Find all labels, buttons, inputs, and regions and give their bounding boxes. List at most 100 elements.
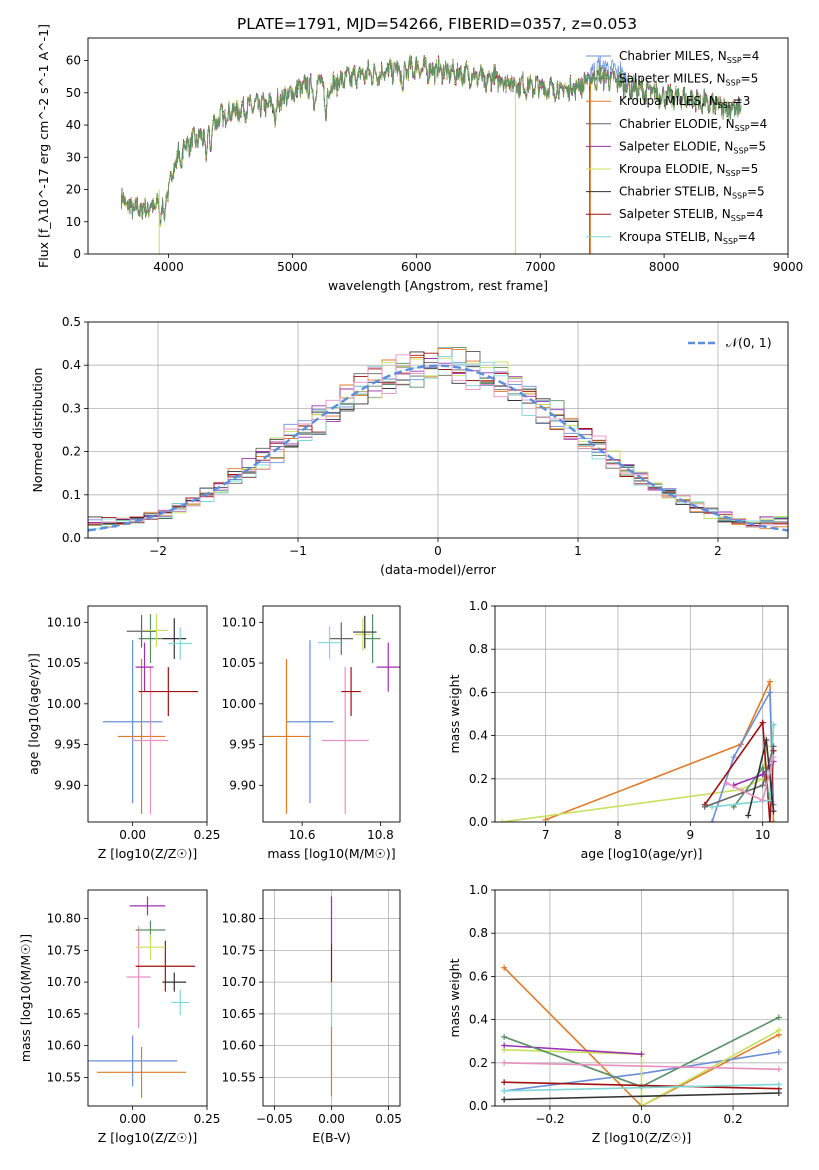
error-cross: [321, 667, 369, 814]
error-cross: [329, 622, 354, 655]
weight-marker: [745, 812, 752, 819]
x-axis-label: wavelength [Angstrom, rest frame]: [328, 278, 548, 293]
x-tick-label: 0.25: [194, 1112, 221, 1126]
x-tick-label: 10.8: [367, 828, 394, 842]
y-tick-label: 20: [66, 183, 81, 197]
y-tick-label: 9.90: [54, 778, 81, 792]
y-tick-label: 1.0: [469, 599, 488, 613]
axes-frame: [262, 605, 401, 823]
plot-area: [495, 606, 788, 822]
error-cross: [376, 642, 400, 692]
mass-vs-metallicity-panel: 0.00 0.25 10.55 10.60 10.65 10.70 10.75 10.80 Z …: [18, 889, 221, 1145]
y-tick-label: 0.8: [469, 926, 488, 940]
weight-marker: [775, 1014, 782, 1021]
x-tick-label: 0.00: [119, 828, 146, 842]
y-tick-label: 0.8: [469, 642, 488, 656]
weight-marker: [759, 765, 766, 771]
y-tick-label: 10.75: [47, 943, 81, 957]
y-tick-label: 9.90: [229, 778, 256, 792]
error-cross: [88, 1035, 178, 1087]
error-cross: [135, 940, 196, 992]
axes-frame: [87, 605, 208, 823]
weight-marker: [770, 819, 777, 822]
error-cross: [96, 1046, 187, 1098]
x-tick-label: 0.05: [375, 1112, 402, 1126]
weight-marker: [770, 743, 777, 750]
y-axis-label: mass weight: [447, 674, 462, 753]
x-axis-label: age [log10(age/yr)]: [581, 846, 703, 861]
weight-marker: [701, 803, 708, 810]
y-tick-label: 30: [66, 150, 81, 164]
y-tick-label: 60: [66, 54, 81, 68]
weight-line: [504, 1081, 779, 1090]
x-tick-label: 2: [714, 544, 722, 558]
x-tick-label: 8: [614, 828, 622, 842]
error-cross: [354, 618, 371, 651]
weight-line: [504, 1044, 642, 1055]
y-tick-label: 0.6: [469, 969, 488, 983]
weight-marker: [770, 721, 777, 728]
y-tick-label: 10.60: [222, 1039, 256, 1053]
x-axis-label: (data-model)/error: [380, 562, 497, 577]
weight-marker: [775, 1081, 782, 1088]
y-tick-label: 10.00: [47, 697, 81, 711]
weight-marker: [723, 780, 730, 787]
error-cross: [138, 614, 163, 664]
x-tick-label: 7: [542, 828, 550, 842]
y-axis-label: age [log10(age/yr)]: [26, 653, 41, 775]
error-cross: [353, 615, 377, 649]
x-tick-label: −2: [149, 544, 167, 558]
y-axis-label: mass weight: [447, 958, 462, 1037]
weight-marker: [766, 819, 773, 822]
weight-line: [502, 746, 768, 822]
y-tick-label: 0.2: [469, 772, 488, 786]
y-tick-label: 0.3: [62, 401, 81, 415]
y-tick-label: 9.95: [229, 738, 256, 752]
weight-marker: [709, 819, 716, 822]
error-cross: [263, 658, 310, 814]
error-cross: [317, 626, 342, 659]
normal-curve: [88, 364, 788, 532]
weight-line: [504, 1062, 779, 1071]
y-tick-label: 9.95: [54, 738, 81, 752]
y-tick-label: 0.6: [469, 685, 488, 699]
legend-entry: Kroupa ELODIE, NSSP=5: [619, 162, 758, 178]
legend-entry: Salpeter STELIB, NSSP=4: [619, 207, 763, 223]
weight-marker: [759, 797, 766, 804]
figure-title: PLATE=1791, MJD=54266, FIBERID=0357, z=0…: [237, 15, 637, 33]
x-tick-label: 10.6: [289, 828, 316, 842]
y-tick-label: 10.00: [222, 697, 256, 711]
y-tick-label: 50: [66, 86, 81, 100]
error-cross: [168, 627, 193, 660]
weight-line: [504, 1083, 779, 1092]
y-tick-label: 10.80: [222, 912, 256, 926]
plot-area: [263, 890, 400, 1106]
weight-marker: [638, 1103, 645, 1106]
legend-entry: 𝒩(0, 1): [726, 335, 772, 350]
y-tick-label: 10.10: [47, 615, 81, 629]
weight-marker: [770, 808, 777, 815]
x-tick-label: 4000: [153, 260, 184, 274]
error-cross: [102, 640, 163, 804]
legend-entry: Salpeter ELODIE, NSSP=5: [619, 139, 766, 155]
weight-marker: [770, 754, 777, 761]
weight-marker: [775, 1066, 782, 1073]
y-tick-label: 10.80: [47, 912, 81, 926]
weight-marker: [501, 1096, 508, 1103]
legend-entry: Kroupa STELIB, NSSP=4: [619, 230, 756, 246]
mass-vs-extinction-panel: −0.05 0.00 0.05 10.55 10.60 10.65 10.70 10.75 10…: [222, 889, 402, 1145]
weight-marker: [501, 1087, 508, 1094]
legend-entry: Chabrier STELIB, NSSP=5: [619, 185, 765, 201]
error-cross: [117, 658, 166, 814]
x-tick-label: 10: [755, 828, 770, 842]
weight-marker: [501, 1042, 508, 1049]
y-tick-label: 0.4: [62, 358, 81, 372]
legend-entry: Kroupa MILES, NSSP=3: [619, 94, 750, 110]
error-cross: [138, 667, 199, 717]
x-tick-label: 8000: [649, 260, 680, 274]
y-tick-label: 10.10: [222, 615, 256, 629]
y-axis-label: mass [log10(M/M☉)]: [18, 934, 33, 1062]
y-tick-label: 0.5: [62, 315, 81, 329]
legend-entry: Chabrier MILES, NSSP=4: [619, 49, 759, 65]
x-axis-label: mass [log10(M/M☉)]: [267, 846, 395, 861]
